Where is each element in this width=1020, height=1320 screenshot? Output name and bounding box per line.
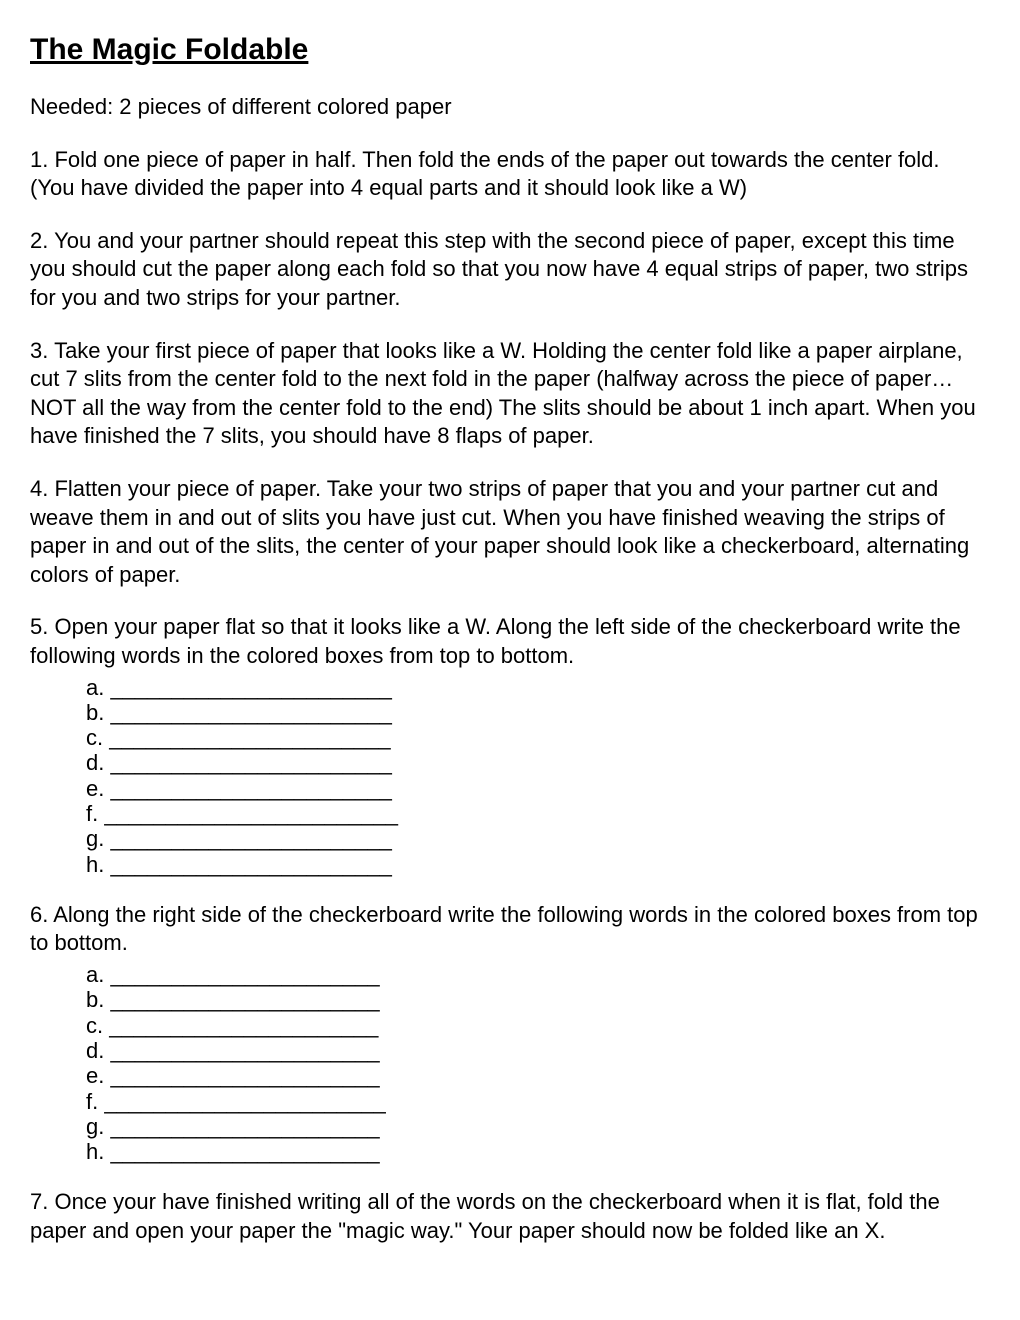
step-5-item-a: a. _______________________ [86,675,990,700]
step-5: 5. Open your paper flat so that it looks… [30,613,990,877]
step-6-sublist: a. ______________________ b. ___________… [30,962,990,1164]
step-2: 2. You and your partner should repeat th… [30,227,990,313]
step-5-item-d: d. _______________________ [86,750,990,775]
step-4: 4. Flatten your piece of paper. Take you… [30,475,990,589]
step-6-item-f: f. _______________________ [86,1089,990,1114]
step-5-item-b: b. _______________________ [86,700,990,725]
step-5-sublist: a. _______________________ b. __________… [30,675,990,877]
step-5-text: 5. Open your paper flat so that it looks… [30,613,990,670]
step-5-item-h: h. _______________________ [86,852,990,877]
step-6-text: 6. Along the right side of the checkerbo… [30,901,990,958]
step-6-item-b: b. ______________________ [86,987,990,1012]
step-6-item-a: a. ______________________ [86,962,990,987]
step-6-item-g: g. ______________________ [86,1114,990,1139]
step-6-item-h: h. ______________________ [86,1139,990,1164]
step-5-item-e: e. _______________________ [86,776,990,801]
step-3: 3. Take your first piece of paper that l… [30,337,990,451]
step-5-item-f: f. ________________________ [86,801,990,826]
step-6-item-d: d. ______________________ [86,1038,990,1063]
step-5-item-c: c. _______________________ [86,725,990,750]
step-7: 7. Once your have finished writing all o… [30,1188,990,1245]
intro-text: Needed: 2 pieces of different colored pa… [30,93,990,122]
step-1: 1. Fold one piece of paper in half. Then… [30,146,990,203]
step-6-item-e: e. ______________________ [86,1063,990,1088]
step-5-item-g: g. _______________________ [86,826,990,851]
step-6: 6. Along the right side of the checkerbo… [30,901,990,1165]
step-6-item-c: c. ______________________ [86,1013,990,1038]
page-title: The Magic Foldable [30,30,990,69]
